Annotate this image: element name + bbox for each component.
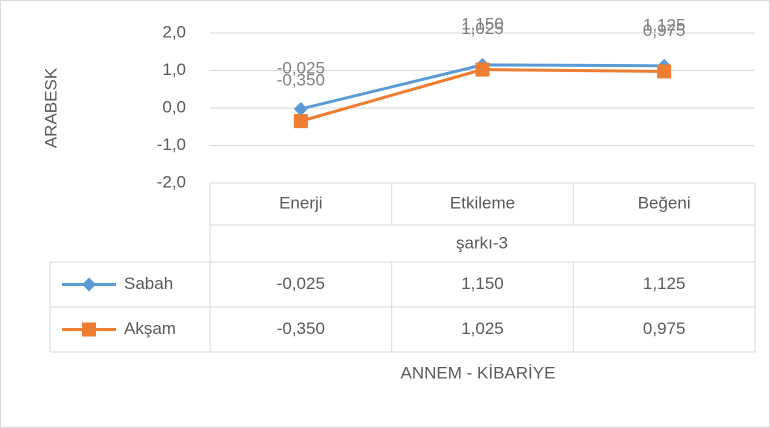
x-tick-label: Beğeni <box>638 193 691 212</box>
marker <box>293 114 308 129</box>
data-label: 1,150 <box>461 14 504 33</box>
marker <box>475 62 490 77</box>
x-axis-title: ANNEM - KİBARİYE <box>401 363 556 382</box>
data-label: -0,350 <box>277 71 325 90</box>
y-tick-label: 2,0 <box>162 22 186 41</box>
marker <box>657 64 672 79</box>
y-tick-label: 0,0 <box>162 97 186 116</box>
table-cell: 0,975 <box>643 319 686 338</box>
category-group-label: şarkı-3 <box>456 233 508 252</box>
y-tick-label: -1,0 <box>157 135 186 154</box>
y-tick-label: 1,0 <box>162 60 186 79</box>
legend-label: Sabah <box>124 274 173 293</box>
data-label: -0,025 <box>277 58 325 77</box>
data-label: 1,025 <box>461 19 504 38</box>
table-cell: 1,125 <box>643 274 686 293</box>
data-label: 1,125 <box>643 15 686 34</box>
legend-label: Akşam <box>124 319 176 338</box>
y-tick-label: -2,0 <box>157 172 186 191</box>
y-axis-title: ARABESK <box>41 67 60 148</box>
table-cell: 1,025 <box>461 319 504 338</box>
marker <box>82 277 96 292</box>
table-cell: 1,150 <box>461 274 504 293</box>
table-cell: -0,025 <box>277 274 325 293</box>
marker <box>82 322 96 337</box>
x-tick-label: Etkileme <box>450 193 515 212</box>
marker <box>293 101 308 116</box>
x-tick-label: Enerji <box>279 193 322 212</box>
table-cell: -0,350 <box>277 319 325 338</box>
data-label: 0,975 <box>643 21 686 40</box>
